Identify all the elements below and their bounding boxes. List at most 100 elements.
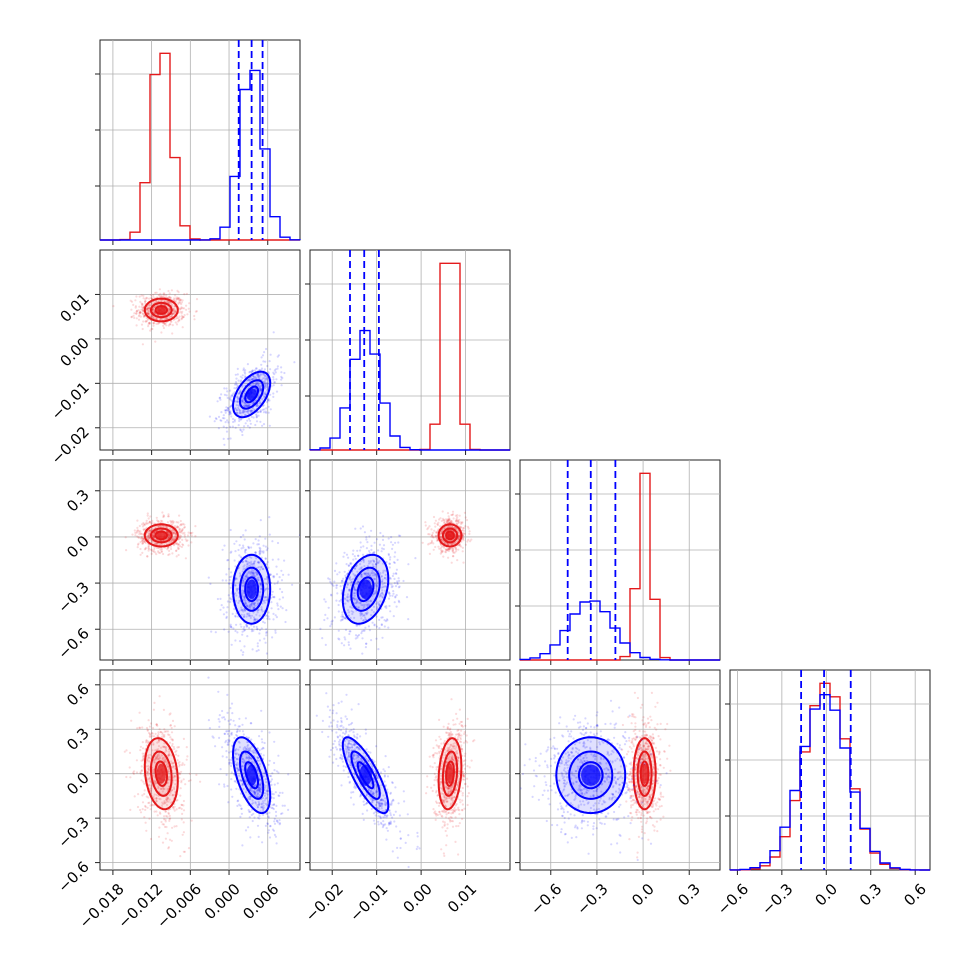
sample-point <box>368 535 371 538</box>
sample-point <box>452 548 455 551</box>
sample-point <box>426 528 429 531</box>
sample-point <box>270 607 273 610</box>
sample-point <box>167 534 170 537</box>
sample-point <box>190 541 193 544</box>
sample-point <box>407 563 410 566</box>
sample-point <box>171 538 174 541</box>
sample-point <box>368 551 371 555</box>
sample-point <box>167 733 170 736</box>
sample-point <box>184 783 187 786</box>
sample-point <box>246 410 249 413</box>
sample-point <box>264 384 267 387</box>
sample-point <box>250 604 253 608</box>
sample-point <box>271 804 274 807</box>
sample-point <box>431 531 434 535</box>
sample-point <box>242 651 245 654</box>
sample-point <box>388 562 391 566</box>
sample-point <box>459 526 462 529</box>
sample-point <box>255 613 258 616</box>
sample-point <box>152 550 155 553</box>
sample-point <box>129 776 132 779</box>
sample-point <box>238 419 241 423</box>
sample-point <box>236 615 240 618</box>
sample-point <box>257 375 260 378</box>
sample-point <box>147 536 150 539</box>
sample-point <box>145 829 148 832</box>
sample-point <box>342 615 345 618</box>
sample-point <box>243 550 247 553</box>
sample-point <box>137 793 140 796</box>
sample-point <box>341 618 344 621</box>
sample-point <box>329 580 332 584</box>
sample-point <box>136 519 139 522</box>
sample-point <box>141 537 145 540</box>
sample-point <box>236 728 239 731</box>
sample-point <box>172 537 175 540</box>
sample-point <box>238 572 241 575</box>
sample-point <box>183 526 186 529</box>
sample-point <box>359 613 362 616</box>
sample-point <box>180 317 183 320</box>
sample-point <box>236 804 239 808</box>
sample-point <box>451 542 454 545</box>
scatter-layer <box>124 511 300 660</box>
sample-point <box>234 614 237 618</box>
sample-point <box>349 562 352 565</box>
sample-point <box>251 601 254 604</box>
sample-point <box>354 589 357 592</box>
sample-point <box>248 614 251 617</box>
sample-point <box>245 575 248 578</box>
sample-point <box>138 311 141 314</box>
sample-point <box>144 298 147 301</box>
sample-point <box>151 534 154 537</box>
sample-point <box>257 561 260 564</box>
sample-point <box>172 318 175 321</box>
sample-point <box>143 301 147 304</box>
sample-point <box>373 573 377 576</box>
sample-point <box>254 375 257 378</box>
sample-point <box>446 543 449 546</box>
sample-point <box>252 401 255 404</box>
sample-point <box>146 555 149 558</box>
sample-point <box>180 529 183 532</box>
sample-point <box>149 837 153 841</box>
sample-point <box>280 371 283 374</box>
sample-point <box>371 563 374 566</box>
sample-point <box>244 560 247 563</box>
sample-point <box>266 386 269 389</box>
sample-point <box>147 534 150 537</box>
sample-point <box>139 315 142 318</box>
sample-point <box>252 574 255 577</box>
sample-point <box>177 299 181 302</box>
sample-point <box>399 534 402 537</box>
sample-point <box>256 382 259 385</box>
sample-point <box>227 421 230 424</box>
sample-point <box>187 847 191 850</box>
sample-point <box>241 633 244 636</box>
sample-point <box>375 538 379 541</box>
sample-point <box>168 296 171 299</box>
sample-point <box>235 540 238 543</box>
sample-point <box>257 384 260 387</box>
sample-point <box>219 597 222 601</box>
sample-point <box>175 549 178 553</box>
sample-point <box>132 772 135 776</box>
sample-point <box>437 521 440 524</box>
sample-point <box>273 783 276 786</box>
sample-point <box>432 536 435 539</box>
sample-point <box>244 403 247 406</box>
sample-point <box>174 750 177 754</box>
sample-point <box>258 388 261 391</box>
sample-point <box>252 606 255 609</box>
sample-point <box>248 564 252 567</box>
sample-point <box>359 665 361 667</box>
sample-point <box>152 293 155 296</box>
sample-point <box>177 543 180 546</box>
sample-point <box>344 574 347 577</box>
sample-point <box>269 573 272 576</box>
sample-point <box>228 410 231 414</box>
sample-point <box>265 575 268 579</box>
sample-point <box>147 532 151 535</box>
sample-point <box>262 620 265 624</box>
sample-point <box>250 614 254 617</box>
